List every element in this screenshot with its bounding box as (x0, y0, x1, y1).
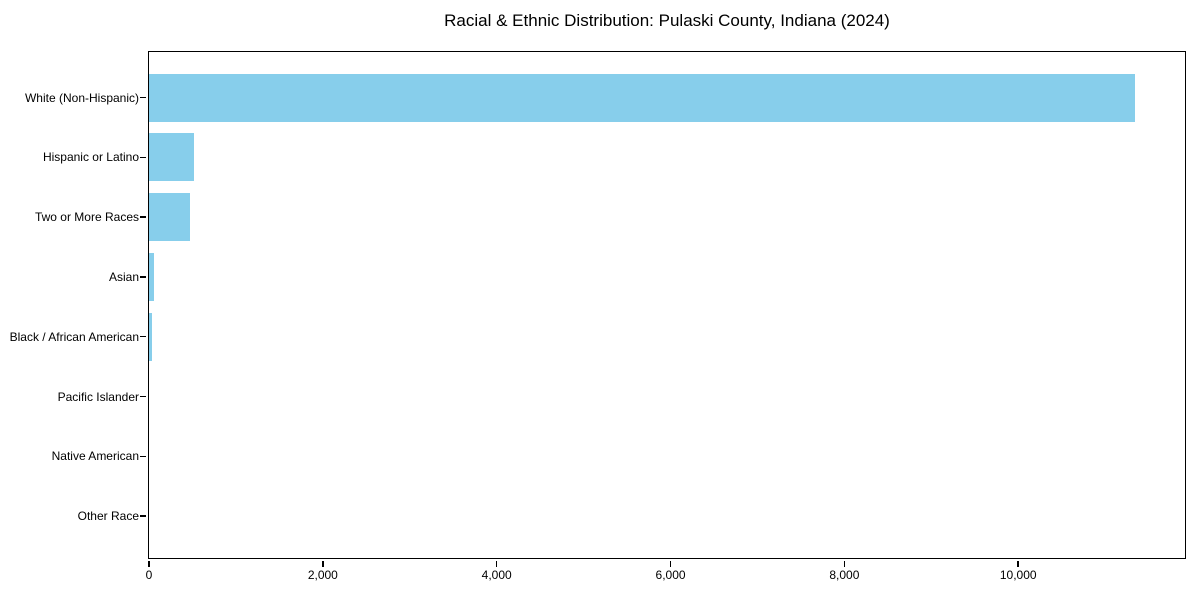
y-axis-tick (140, 216, 146, 218)
category-label: Native American (51, 449, 139, 464)
category-label: Black / African American (9, 329, 139, 344)
x-axis-tick (322, 561, 324, 567)
x-axis-tick (669, 561, 672, 567)
x-tick-label: 0 (145, 568, 153, 582)
bar-black-african-american (149, 312, 153, 361)
bar-hispanic-or-latino (149, 133, 194, 182)
x-tick-label: 6,000 (655, 568, 686, 582)
x-tick-label: 8,000 (829, 568, 860, 582)
x-axis-tick (1017, 561, 1019, 567)
y-axis-tick (140, 96, 146, 99)
category-label: Two or More Races (34, 210, 139, 225)
y-axis-tick (140, 455, 146, 458)
x-tick-label: 10,000 (999, 568, 1037, 582)
y-axis-tick (140, 395, 146, 398)
x-axis-tick (495, 561, 498, 567)
bar-white-non-hispanic (149, 73, 1135, 122)
y-axis-tick (140, 515, 146, 517)
y-axis-tick (140, 335, 146, 338)
chart-title: Racial & Ethnic Distribution: Pulaski Co… (444, 11, 890, 30)
x-tick-label: 4,000 (481, 568, 512, 582)
y-axis-tick (140, 156, 146, 159)
x-tick-label: 2,000 (307, 568, 338, 582)
bar-asian (149, 252, 154, 301)
bar-two-or-more-races (149, 193, 190, 242)
category-label: White (Non-Hispanic) (24, 90, 139, 105)
x-axis-tick (843, 561, 846, 567)
category-label: Pacific Islander (57, 389, 139, 404)
plot-area: White (Non-Hispanic) Hispanic or Latino Tw… (10, 51, 1186, 582)
y-axis-tick (140, 276, 146, 278)
category-label: Other Race (77, 509, 139, 524)
x-axis-tick (148, 561, 150, 567)
category-label: Asian (108, 269, 139, 284)
category-label: Hispanic or Latino (42, 150, 139, 165)
